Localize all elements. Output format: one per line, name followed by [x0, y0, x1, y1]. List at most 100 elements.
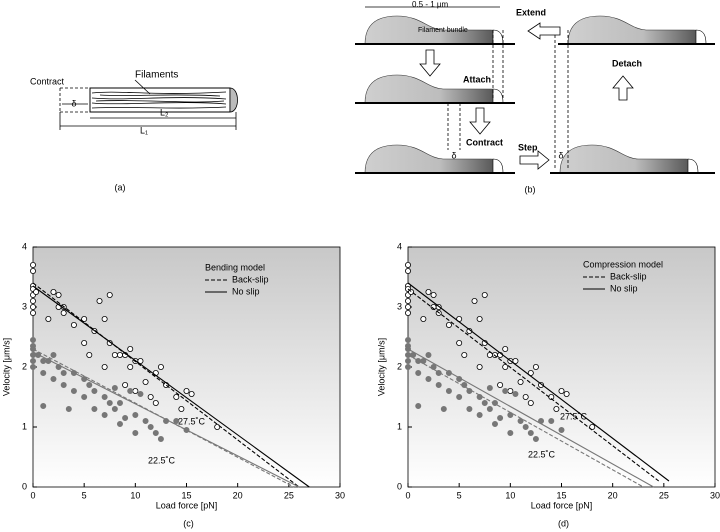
- x-axis-label: Load force [pN]: [531, 500, 593, 510]
- point: [532, 435, 539, 442]
- point: [29, 297, 36, 304]
- point: [563, 390, 570, 397]
- point: [91, 387, 98, 394]
- point: [502, 363, 509, 370]
- point: [502, 387, 509, 394]
- point: [127, 363, 134, 370]
- point: [116, 351, 123, 358]
- point: [45, 315, 52, 322]
- point: [152, 399, 159, 406]
- point: [476, 411, 483, 418]
- legend-label: No slip: [610, 283, 638, 293]
- point: [183, 387, 190, 394]
- panel-label: (b): [525, 184, 536, 194]
- point: [81, 393, 88, 400]
- y-tick-label: 0: [22, 481, 27, 491]
- point: [404, 309, 411, 316]
- point: [81, 315, 88, 322]
- panel-label: (d): [558, 518, 569, 528]
- point: [471, 297, 478, 304]
- label: δ: [71, 98, 76, 108]
- point: [101, 393, 108, 400]
- fit-line: [32, 351, 300, 488]
- label: Filaments: [135, 70, 178, 81]
- label: δ: [558, 150, 563, 160]
- plot-area: [32, 246, 341, 488]
- annotation: 27.5˚C: [178, 416, 206, 426]
- point: [101, 315, 108, 322]
- point: [435, 381, 442, 388]
- annotation: 27.5˚C: [560, 411, 588, 421]
- point: [152, 429, 159, 436]
- point: [404, 261, 411, 268]
- y-tick-label: 4: [22, 241, 27, 251]
- point: [481, 291, 488, 298]
- point: [527, 399, 534, 406]
- point: [178, 405, 185, 412]
- point: [404, 357, 411, 364]
- point: [497, 381, 504, 388]
- x-tick-label: 5: [457, 490, 462, 500]
- point: [558, 426, 565, 433]
- point: [29, 261, 36, 268]
- point: [476, 393, 483, 400]
- point: [70, 321, 77, 328]
- point: [558, 387, 565, 394]
- annotation: 22.5˚C: [148, 455, 176, 465]
- point: [502, 345, 509, 352]
- point: [132, 411, 139, 418]
- point: [491, 420, 498, 427]
- fit-line: [32, 285, 310, 488]
- point: [548, 417, 555, 424]
- point: [517, 378, 524, 385]
- point: [415, 402, 422, 409]
- point: [404, 363, 411, 370]
- x-tick-label: 25: [659, 490, 669, 500]
- point: [157, 435, 164, 442]
- arrow: [469, 107, 491, 135]
- point: [491, 399, 498, 406]
- point: [507, 387, 514, 394]
- panel-b: 0.5 - 1 μm Filament bundle Extend Attach…: [355, 0, 715, 194]
- point: [132, 387, 139, 394]
- point: [101, 411, 108, 418]
- contract-box: [59, 87, 90, 113]
- point: [497, 414, 504, 421]
- legend-title: Compression model: [583, 259, 663, 269]
- point: [147, 393, 154, 400]
- point: [29, 267, 36, 274]
- point: [29, 303, 36, 310]
- y-tick-label: 4: [397, 241, 402, 251]
- point: [430, 291, 437, 298]
- panel-label: (a): [115, 182, 126, 192]
- point: [481, 399, 488, 406]
- point: [527, 429, 534, 436]
- point: [70, 387, 77, 394]
- point: [538, 381, 545, 388]
- point: [404, 267, 411, 274]
- point: [142, 378, 149, 385]
- x-tick-label: 10: [130, 490, 140, 500]
- point: [445, 387, 452, 394]
- arrow: [612, 75, 634, 101]
- point: [116, 420, 123, 427]
- label: Extend: [516, 7, 546, 17]
- x-tick-label: 20: [233, 490, 243, 500]
- point: [425, 351, 432, 358]
- y-tick-label: 3: [397, 301, 402, 311]
- label: Step: [518, 142, 538, 152]
- x-tick-label: 20: [608, 490, 618, 500]
- point: [86, 351, 93, 358]
- point: [456, 393, 463, 400]
- point: [29, 309, 36, 316]
- point: [33, 288, 40, 295]
- point: [420, 315, 427, 322]
- x-tick-label: 0: [405, 490, 410, 500]
- x-tick-label: 10: [505, 490, 515, 500]
- point: [101, 363, 108, 370]
- x-tick-label: 30: [710, 490, 720, 500]
- x-tick-label: 5: [82, 490, 87, 500]
- x-tick-label: 30: [335, 490, 345, 500]
- fit-line: [32, 282, 300, 488]
- arrow: [519, 150, 550, 170]
